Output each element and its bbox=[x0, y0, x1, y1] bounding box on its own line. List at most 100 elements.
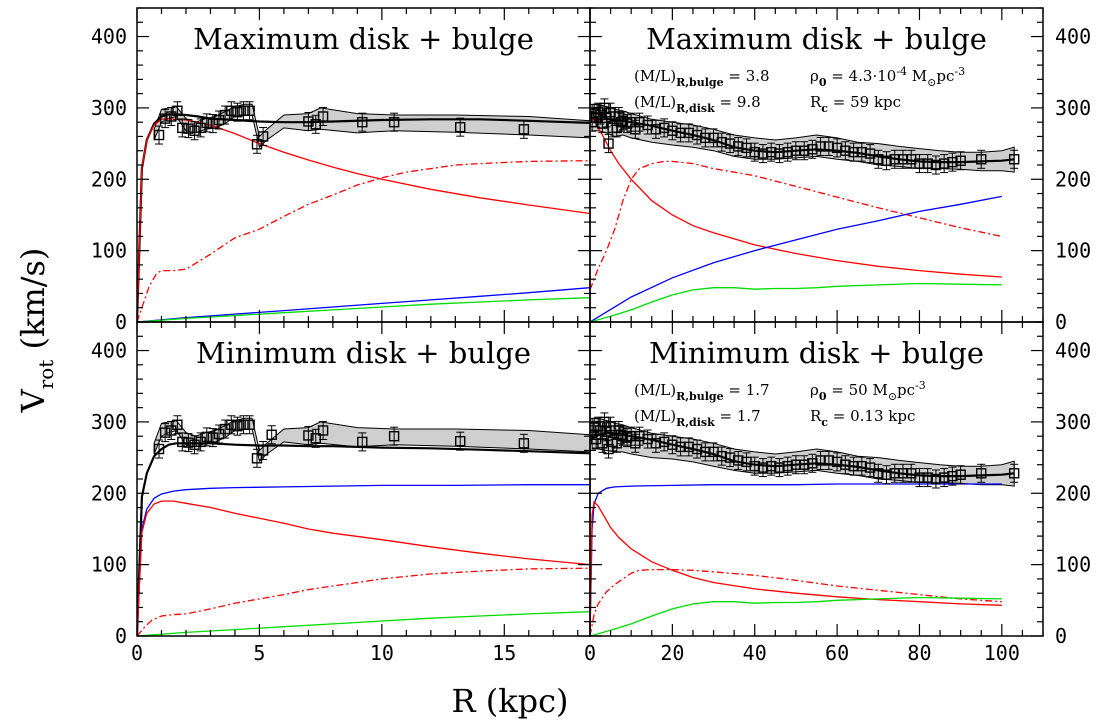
data-point bbox=[848, 142, 859, 162]
data-point bbox=[166, 420, 177, 440]
y-tick-label: 400 bbox=[1055, 339, 1091, 363]
point-marker bbox=[889, 154, 900, 165]
point-marker bbox=[914, 472, 925, 483]
y-tick-label: 300 bbox=[1055, 410, 1091, 434]
point-marker bbox=[782, 146, 793, 158]
data-point bbox=[172, 415, 183, 435]
data-point bbox=[232, 102, 243, 122]
param-symbol: (M/L) bbox=[634, 93, 676, 111]
curve-gas bbox=[590, 282, 1002, 322]
curve-bulge bbox=[137, 500, 590, 636]
y-tick-label: 0 bbox=[1055, 624, 1067, 648]
data-point bbox=[455, 431, 466, 451]
data-point bbox=[774, 458, 785, 478]
curve-total bbox=[137, 113, 590, 322]
point-marker bbox=[159, 113, 171, 124]
point-marker bbox=[232, 420, 243, 432]
data-point bbox=[201, 113, 212, 133]
param-unit-exponent: -3 bbox=[915, 379, 926, 392]
param-value: = 9.8 bbox=[715, 93, 761, 111]
point-marker bbox=[388, 116, 400, 128]
point-marker bbox=[930, 159, 942, 171]
y-tick-label: 100 bbox=[1055, 553, 1091, 577]
point-marker bbox=[947, 470, 958, 482]
point-marker bbox=[922, 158, 933, 169]
point-marker bbox=[766, 460, 777, 472]
panel-title: Maximum disk + bulge bbox=[646, 22, 987, 56]
y-tick-label: 200 bbox=[91, 167, 127, 191]
y-tick-label: 200 bbox=[1055, 167, 1091, 191]
data-point bbox=[207, 428, 219, 448]
data-point bbox=[716, 132, 727, 152]
point-marker bbox=[189, 125, 200, 136]
point-marker bbox=[183, 437, 194, 448]
point-marker bbox=[976, 468, 987, 479]
point-marker bbox=[303, 116, 314, 127]
param-annotation: ρ0 = 4.3·10-4 M⊙pc-3 bbox=[810, 65, 965, 89]
point-marker bbox=[303, 430, 314, 441]
data-point bbox=[603, 134, 614, 154]
param-annotation: (M/L)R,disk = 1.7 bbox=[634, 407, 761, 429]
point-marker bbox=[667, 125, 678, 136]
data-point bbox=[873, 463, 884, 483]
data-point bbox=[840, 141, 851, 161]
data-point bbox=[189, 121, 200, 141]
point-marker bbox=[897, 154, 909, 165]
data-point bbox=[889, 463, 900, 483]
point-marker bbox=[823, 455, 835, 466]
point-marker bbox=[782, 460, 793, 472]
param-symbol: ρ bbox=[810, 381, 819, 399]
param-subscript: R,disk bbox=[676, 102, 715, 115]
data-point bbox=[922, 468, 933, 488]
data-point bbox=[455, 117, 466, 137]
point-marker bbox=[815, 141, 826, 152]
point-marker bbox=[691, 129, 703, 141]
y-tick-label: 0 bbox=[115, 310, 127, 334]
param-unit-subscript: ⊙ bbox=[927, 76, 936, 89]
point-marker bbox=[749, 146, 760, 158]
data-point bbox=[864, 144, 876, 164]
point-marker bbox=[244, 105, 255, 116]
point-marker bbox=[774, 462, 785, 473]
y-tick-label: 300 bbox=[1055, 96, 1091, 120]
param-symbol: R bbox=[810, 93, 822, 111]
point-marker bbox=[897, 468, 909, 479]
point-marker bbox=[615, 429, 627, 440]
panel-1: 0 100 200 300 400 Maximum disk + bulge bbox=[91, 7, 591, 334]
x-tick-label: 100 bbox=[984, 641, 1020, 665]
data-point bbox=[724, 134, 736, 154]
param-annotation: Rc = 59 kpc bbox=[810, 93, 901, 115]
param-unit-subscript: ⊙ bbox=[888, 390, 897, 403]
point-marker bbox=[848, 460, 859, 472]
data-point bbox=[856, 456, 867, 476]
point-marker bbox=[807, 458, 818, 469]
y-tick-label: 300 bbox=[91, 96, 127, 120]
point-marker bbox=[914, 158, 925, 169]
x-axis-title: R (kpc) bbox=[451, 682, 568, 720]
data-point bbox=[201, 427, 212, 447]
y-axis-title: Vrot (km/s) bbox=[14, 248, 58, 414]
point-marker bbox=[683, 127, 695, 139]
curve-disk bbox=[137, 484, 590, 636]
data-point bbox=[889, 149, 900, 169]
point-marker bbox=[207, 432, 219, 443]
param-subscript: c bbox=[821, 416, 828, 429]
data-point bbox=[244, 415, 255, 435]
data-point bbox=[658, 118, 670, 138]
point-marker bbox=[815, 455, 826, 466]
param-unit: M bbox=[907, 67, 927, 85]
curve-total bbox=[137, 442, 590, 636]
data-point bbox=[782, 142, 793, 162]
data-point bbox=[947, 466, 958, 486]
data-point bbox=[955, 465, 966, 485]
panel-title: Minimum disk + bulge bbox=[649, 336, 984, 370]
y-tick-label: 100 bbox=[91, 239, 127, 263]
point-marker bbox=[658, 436, 670, 448]
curve-gas bbox=[137, 297, 590, 322]
param-annotation: (M/L)R,bulge = 3.8 bbox=[634, 67, 770, 89]
point-marker bbox=[1008, 154, 1020, 165]
point-marker bbox=[244, 419, 255, 430]
data-point bbox=[831, 452, 843, 472]
data-point bbox=[733, 450, 744, 470]
data-point bbox=[914, 468, 925, 488]
